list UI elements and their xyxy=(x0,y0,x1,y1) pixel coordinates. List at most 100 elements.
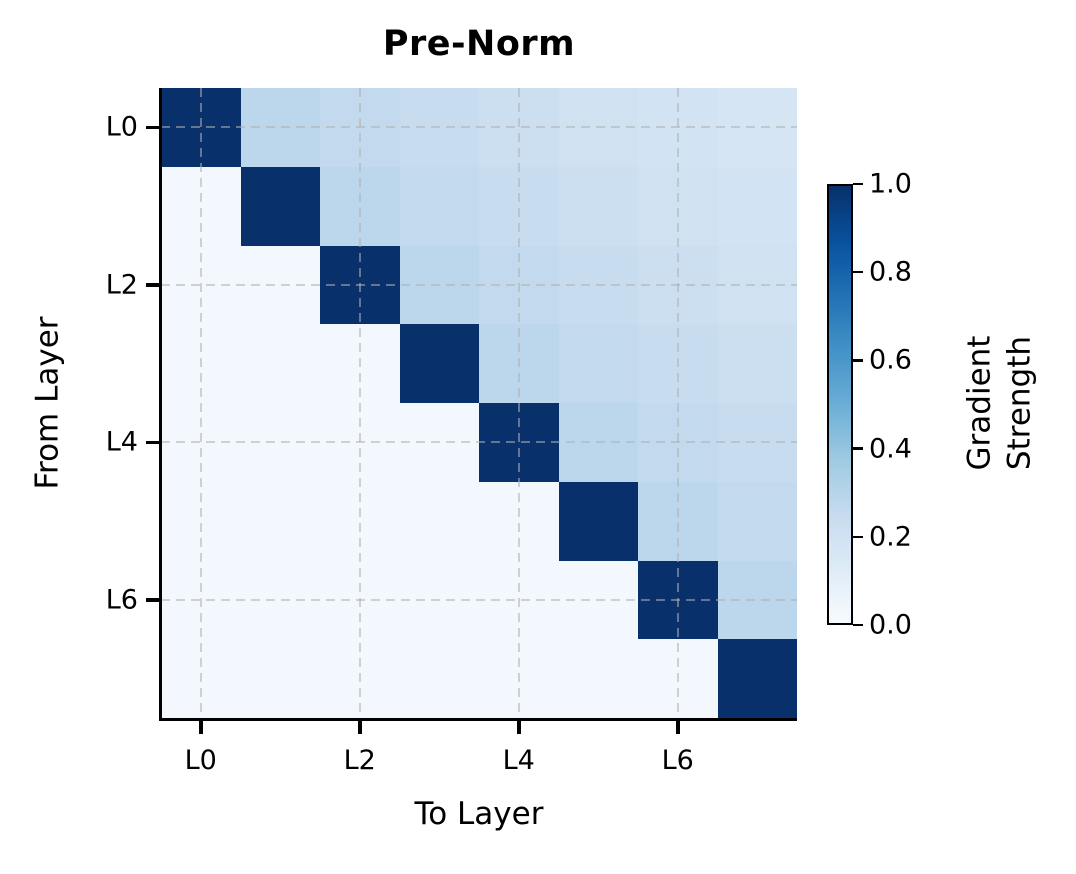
heatmap-cell xyxy=(717,481,797,561)
heatmap-cell xyxy=(558,245,638,325)
colorbar-tick-label: 1.0 xyxy=(869,168,912,200)
heatmap-cell xyxy=(717,560,797,640)
colorbar xyxy=(827,184,853,625)
heatmap-cell xyxy=(638,481,718,561)
y-tick-mark xyxy=(145,598,159,602)
colorbar-tick-label: 0.4 xyxy=(869,433,912,465)
heatmap-cell xyxy=(558,324,638,403)
heatmap-cell xyxy=(638,88,718,167)
colorbar-label: Gradient Strength xyxy=(961,335,1038,471)
colorbar-tick-mark xyxy=(853,359,863,362)
chart-title: Pre-Norm xyxy=(382,24,576,64)
heatmap-cell xyxy=(240,481,320,561)
heatmap-cell xyxy=(479,166,559,246)
heatmap-cell xyxy=(558,403,638,482)
heatmap-cell xyxy=(161,245,241,325)
heatmap-cell xyxy=(479,560,559,640)
heatmap-cell xyxy=(717,88,797,167)
heatmap-cell xyxy=(558,481,638,561)
heatmap-cell xyxy=(320,88,400,167)
heatmap-cell xyxy=(320,324,400,403)
heatmap-cell xyxy=(320,560,400,640)
heatmap-cell xyxy=(638,560,718,640)
heatmap-cell xyxy=(240,324,320,403)
heatmap-cell xyxy=(240,560,320,640)
heatmap-cell xyxy=(399,166,479,246)
x-tick-mark xyxy=(676,720,680,734)
heatmap-cell xyxy=(558,88,638,167)
colorbar-tick-mark xyxy=(853,623,863,627)
x-axis-label: To Layer xyxy=(414,796,544,832)
colorbar-tick-label: 0.8 xyxy=(869,256,912,288)
heatmap-cell xyxy=(399,639,479,718)
heatmap-cell xyxy=(320,403,400,482)
heatmap-cell xyxy=(558,639,638,718)
heatmap-cell xyxy=(161,481,241,561)
y-tick-label: L4 xyxy=(105,426,138,458)
heatmap-cell xyxy=(479,481,559,561)
colorbar-tick-mark xyxy=(853,182,863,186)
heatmap-cell xyxy=(717,245,797,325)
colorbar-tick-label: 0.0 xyxy=(869,609,912,641)
heatmap-cell xyxy=(479,639,559,718)
colorbar-tick-mark xyxy=(853,447,863,450)
heatmap-cell xyxy=(717,403,797,482)
heatmap-grid xyxy=(161,88,797,718)
heatmap-cell xyxy=(161,166,241,246)
y-tick-label: L0 xyxy=(105,111,138,143)
y-tick-mark xyxy=(145,440,159,445)
heatmap-cell xyxy=(638,245,718,325)
heatmap-cell xyxy=(399,245,479,325)
heatmap-cell xyxy=(161,324,241,403)
y-axis-label: From Layer xyxy=(29,316,66,490)
heatmap-cell xyxy=(479,245,559,325)
heatmap-cell xyxy=(479,88,559,167)
colorbar-tick-mark xyxy=(853,535,863,539)
y-tick-mark xyxy=(145,283,159,287)
heatmap-cell xyxy=(240,403,320,482)
y-tick-mark xyxy=(145,125,159,130)
heatmap-cell xyxy=(399,403,479,482)
heatmap-cell xyxy=(320,245,400,325)
x-tick-label: L6 xyxy=(661,745,694,776)
heatmap-cell xyxy=(161,560,241,640)
heatmap-cell xyxy=(240,245,320,325)
heatmap-cell xyxy=(320,639,400,718)
heatmap-cell xyxy=(479,324,559,403)
heatmap-cell xyxy=(161,88,241,167)
heatmap-cell xyxy=(320,166,400,246)
heatmap-cell xyxy=(161,639,241,718)
x-tick-label: L4 xyxy=(502,745,535,776)
heatmap-cell xyxy=(558,166,638,246)
heatmap-cell xyxy=(558,560,638,640)
heatmap-cell xyxy=(638,403,718,482)
heatmap-cell xyxy=(320,481,400,561)
heatmap-cell xyxy=(638,166,718,246)
colorbar-tick-label: 0.6 xyxy=(869,344,912,376)
heatmap-cell xyxy=(240,88,320,167)
y-axis-spine xyxy=(158,88,162,721)
y-tick-label: L2 xyxy=(105,269,138,301)
heatmap-cell xyxy=(240,166,320,246)
heatmap-cell xyxy=(399,88,479,167)
heatmap-cell xyxy=(399,481,479,561)
x-tick-label: L2 xyxy=(343,745,376,776)
heatmap-cell xyxy=(399,324,479,403)
heatmap-cell xyxy=(717,324,797,403)
x-tick-mark xyxy=(199,720,203,734)
heatmap-cell xyxy=(717,166,797,246)
heatmap-cell xyxy=(161,403,241,482)
x-axis-spine xyxy=(158,717,797,721)
x-tick-mark xyxy=(517,720,521,734)
heatmap-cell xyxy=(638,324,718,403)
colorbar-tick-mark xyxy=(853,270,863,274)
colorbar-tick-label: 0.2 xyxy=(869,521,912,553)
x-tick-label: L0 xyxy=(184,745,217,776)
heatmap-cell xyxy=(399,560,479,640)
heatmap-cell xyxy=(717,639,797,718)
x-tick-mark xyxy=(358,720,362,734)
y-tick-label: L6 xyxy=(105,584,138,616)
heatmap-cell xyxy=(479,403,559,482)
heatmap-cell xyxy=(240,639,320,718)
